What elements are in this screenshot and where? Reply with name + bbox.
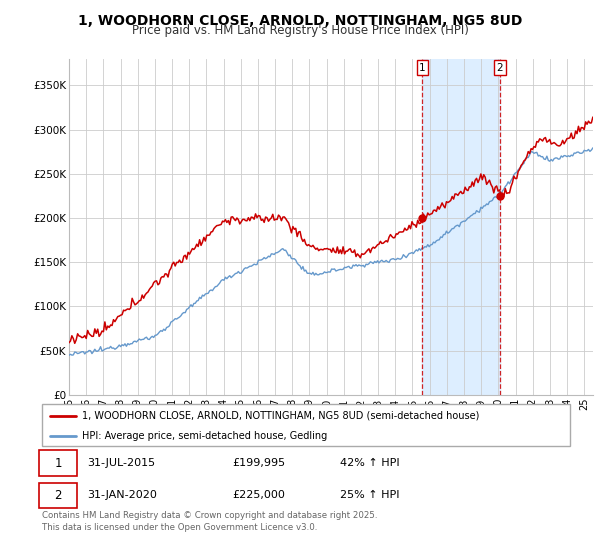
Text: £199,995: £199,995 xyxy=(232,458,285,468)
Text: 2: 2 xyxy=(496,63,503,73)
Text: 1: 1 xyxy=(55,457,62,470)
Text: Price paid vs. HM Land Registry's House Price Index (HPI): Price paid vs. HM Land Registry's House … xyxy=(131,24,469,37)
Text: 1, WOODHORN CLOSE, ARNOLD, NOTTINGHAM, NG5 8UD (semi-detached house): 1, WOODHORN CLOSE, ARNOLD, NOTTINGHAM, N… xyxy=(82,410,479,421)
Text: 31-JAN-2020: 31-JAN-2020 xyxy=(87,491,157,501)
Text: 25% ↑ HPI: 25% ↑ HPI xyxy=(340,491,400,501)
Text: 31-JUL-2015: 31-JUL-2015 xyxy=(87,458,155,468)
Text: 2: 2 xyxy=(55,489,62,502)
Text: £225,000: £225,000 xyxy=(232,491,285,501)
Text: 1: 1 xyxy=(419,63,426,73)
FancyBboxPatch shape xyxy=(40,483,77,508)
Text: HPI: Average price, semi-detached house, Gedling: HPI: Average price, semi-detached house,… xyxy=(82,431,327,441)
Text: Contains HM Land Registry data © Crown copyright and database right 2025.
This d: Contains HM Land Registry data © Crown c… xyxy=(42,511,377,531)
Bar xyxy=(422,59,500,395)
Text: 1, WOODHORN CLOSE, ARNOLD, NOTTINGHAM, NG5 8UD: 1, WOODHORN CLOSE, ARNOLD, NOTTINGHAM, N… xyxy=(78,14,522,28)
FancyBboxPatch shape xyxy=(40,450,77,476)
Text: 42% ↑ HPI: 42% ↑ HPI xyxy=(340,458,400,468)
